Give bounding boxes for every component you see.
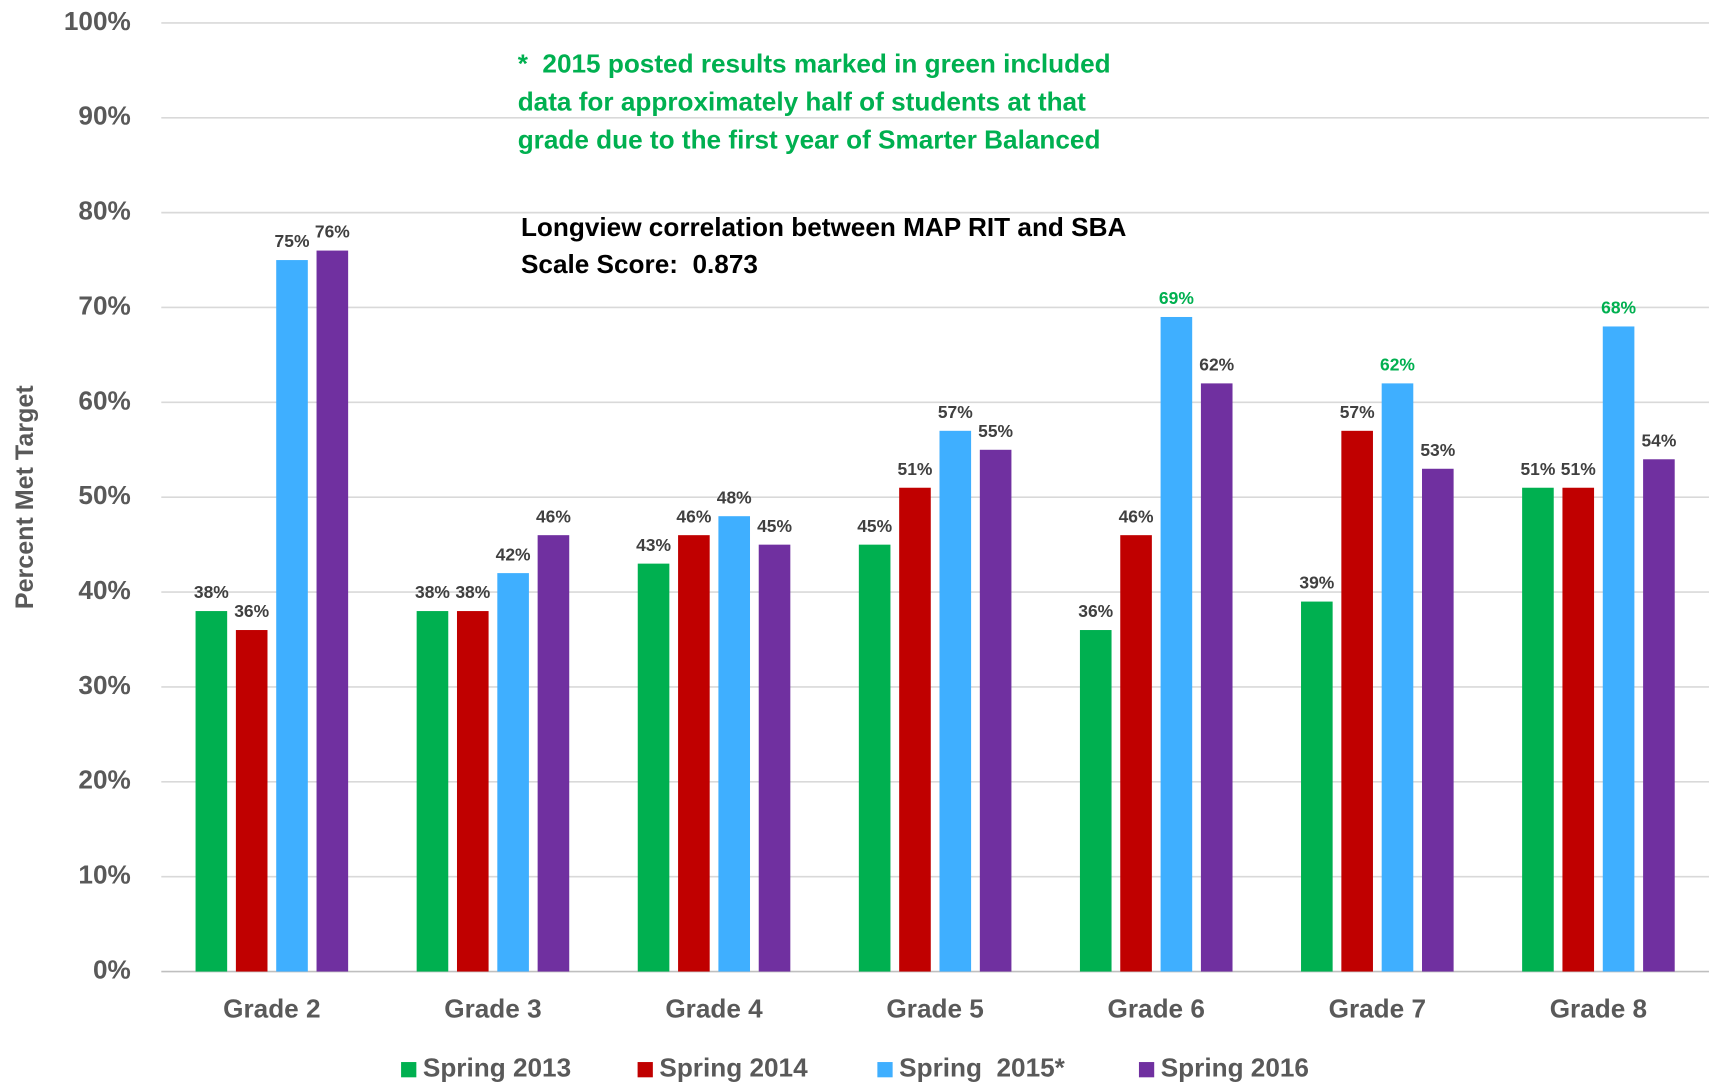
bar	[497, 573, 529, 972]
y-tick-label: 100%	[64, 6, 131, 36]
x-tick-label: Grade 2	[223, 994, 320, 1024]
value-label: 57%	[1340, 402, 1375, 422]
x-tick-label: Grade 6	[1108, 994, 1205, 1024]
annotation: Longview correlation between MAP RIT and…	[521, 212, 1127, 242]
value-label: 46%	[1119, 506, 1154, 526]
legend-swatch	[877, 1062, 893, 1078]
legend-swatch	[1138, 1062, 1155, 1078]
y-tick-label: 40%	[78, 575, 130, 605]
legend-label: Spring 2015*	[899, 1053, 1066, 1083]
y-tick-label: 20%	[78, 765, 130, 795]
bar	[416, 611, 449, 972]
value-label: 38%	[194, 582, 229, 602]
x-tick-label: Grade 3	[444, 994, 541, 1024]
bar	[1602, 326, 1635, 972]
bar	[1120, 535, 1152, 972]
value-label: 39%	[1299, 573, 1334, 593]
y-tick-label: 90%	[78, 101, 130, 131]
annotation: data for approximately half of students …	[518, 86, 1086, 116]
legend-label: Spring 2013	[423, 1053, 571, 1083]
bar	[858, 544, 891, 972]
value-label: 75%	[275, 231, 310, 251]
bar	[276, 260, 308, 972]
value-label: 62%	[1380, 355, 1415, 375]
value-label: 45%	[857, 516, 892, 536]
bar	[979, 449, 1012, 972]
value-label: 51%	[898, 459, 933, 479]
value-label: 42%	[496, 544, 531, 564]
bar	[718, 516, 751, 972]
value-label: 57%	[938, 402, 973, 422]
annotation: grade due to the first year of Smarter B…	[518, 125, 1101, 155]
value-label: 62%	[1199, 355, 1234, 375]
bar	[195, 611, 228, 972]
value-label: 53%	[1420, 440, 1455, 460]
bar	[1381, 383, 1414, 972]
bar	[537, 535, 570, 972]
bar	[678, 535, 710, 972]
bar	[456, 611, 489, 972]
value-label: 48%	[717, 487, 752, 507]
value-label: 46%	[676, 506, 711, 526]
bar	[1079, 630, 1112, 972]
bar	[1643, 459, 1675, 972]
value-label: 69%	[1159, 288, 1194, 308]
value-label: 54%	[1641, 430, 1676, 450]
bar	[316, 250, 349, 972]
y-tick-label: 10%	[78, 860, 130, 890]
value-label: 36%	[234, 601, 269, 621]
legend-label: Spring 2014	[659, 1053, 808, 1083]
value-label: 45%	[757, 516, 792, 536]
legend-swatch	[637, 1062, 653, 1078]
y-tick-label: 30%	[78, 670, 130, 700]
value-label: 38%	[455, 582, 490, 602]
bar	[939, 430, 972, 972]
bar	[1200, 383, 1233, 972]
y-tick-label: 50%	[78, 480, 130, 510]
bar	[1160, 316, 1193, 972]
bar	[1341, 430, 1373, 972]
bar	[1522, 487, 1554, 972]
bar	[1301, 601, 1333, 972]
value-label: 51%	[1561, 459, 1596, 479]
value-label: 43%	[636, 535, 671, 555]
legend-swatch	[401, 1062, 417, 1078]
y-tick-label: 60%	[78, 385, 130, 415]
y-tick-label: 80%	[78, 196, 130, 226]
x-tick-label: Grade 7	[1329, 994, 1426, 1024]
bar	[235, 630, 268, 972]
y-tick-label: 0%	[93, 954, 131, 984]
y-axis-label: Percent Met Target	[11, 385, 39, 609]
value-label: 68%	[1601, 298, 1636, 318]
plot-root: Percent Met Target 0% 10% 20% 30% 40% 50% 60% 7…	[11, 6, 1709, 1083]
bar	[1422, 468, 1454, 972]
value-label: 46%	[536, 506, 571, 526]
x-tick-label: Grade 5	[886, 994, 983, 1024]
value-label: 36%	[1078, 601, 1113, 621]
bar	[758, 544, 791, 972]
legend-label: Spring 2016	[1161, 1053, 1309, 1083]
value-label: 76%	[315, 222, 350, 242]
x-tick-label: Grade 4	[665, 994, 763, 1024]
annotation: Scale Score: 0.873	[521, 249, 758, 279]
annotation: * 2015 posted results marked in green in…	[518, 48, 1111, 78]
bar	[899, 487, 931, 972]
value-label: 55%	[978, 421, 1013, 441]
bar	[637, 563, 670, 972]
bar	[1562, 487, 1595, 972]
x-tick-label: Grade 8	[1550, 994, 1647, 1024]
y-tick-label: 70%	[78, 290, 130, 320]
value-label: 51%	[1520, 459, 1555, 479]
value-label: 38%	[415, 582, 450, 602]
